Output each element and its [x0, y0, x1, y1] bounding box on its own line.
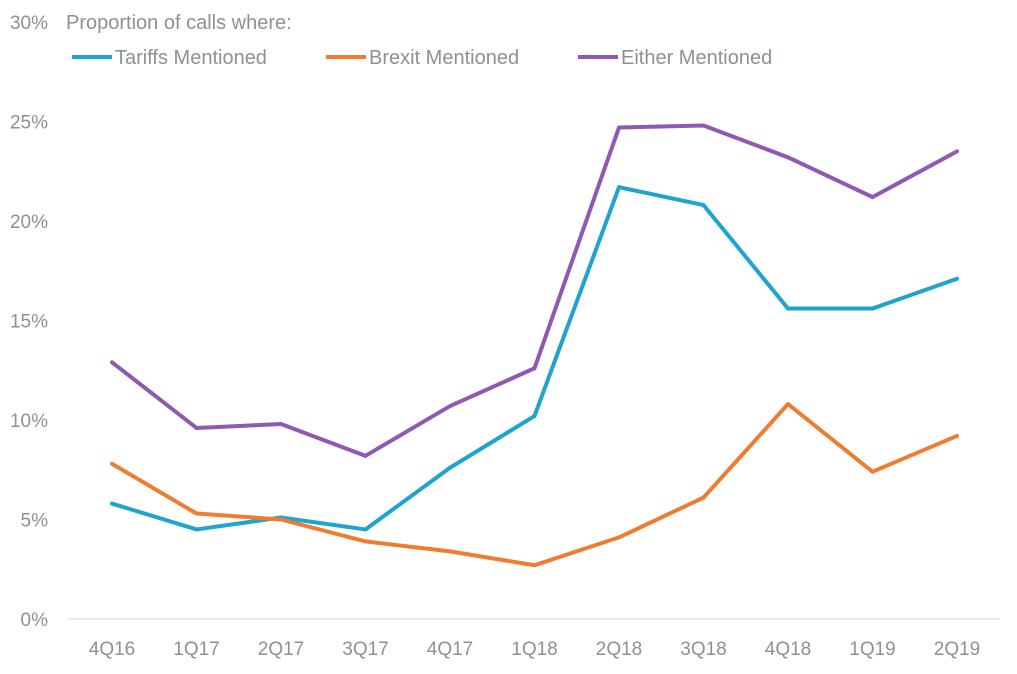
data-point — [110, 360, 114, 365]
series-lines — [110, 123, 959, 568]
x-axis: 4Q16 1Q17 2Q17 3Q17 4Q17 1Q18 2Q18 3Q18 4Q18 1Q19… — [89, 639, 980, 660]
x-tick-label: 4Q18 — [765, 639, 811, 660]
data-point — [279, 517, 283, 522]
x-tick-label: 3Q18 — [680, 639, 726, 660]
data-point — [617, 185, 621, 190]
data-point — [701, 203, 706, 208]
data-point — [617, 535, 621, 540]
y-axis: 0% 5% 10% 15% 20% 25% 30% — [10, 13, 48, 631]
data-point — [870, 195, 875, 200]
x-tick-label: 3Q17 — [342, 639, 388, 660]
legend-label: Either Mentioned — [621, 47, 772, 69]
data-point — [786, 155, 790, 160]
data-point — [532, 414, 537, 419]
series-line-either-mentioned — [110, 123, 958, 458]
series-line-brexit-mentioned — [110, 402, 958, 568]
data-point — [955, 433, 959, 438]
data-point — [532, 366, 537, 371]
data-point — [194, 527, 199, 532]
data-point — [786, 306, 790, 311]
data-point — [363, 453, 368, 458]
y-tick-label: 15% — [10, 312, 48, 333]
y-tick-label: 10% — [10, 411, 48, 432]
data-point — [870, 306, 875, 311]
x-tick-label: 2Q17 — [258, 639, 304, 660]
legend-label: Tariffs Mentioned — [115, 47, 267, 69]
x-tick-label: 4Q17 — [427, 639, 473, 660]
y-tick-label: 25% — [10, 113, 48, 134]
data-point — [955, 276, 959, 281]
y-tick-label: 0% — [21, 610, 49, 631]
data-point — [701, 123, 706, 128]
data-point — [870, 469, 875, 474]
y-tick-label: 5% — [21, 511, 49, 532]
legend-title: Proportion of calls where: — [66, 12, 292, 34]
x-tick-label: 2Q18 — [596, 639, 642, 660]
data-point — [363, 539, 368, 544]
data-point — [448, 404, 452, 409]
data-point — [955, 149, 959, 154]
x-tick-label: 1Q19 — [849, 639, 895, 660]
legend-label: Brexit Mentioned — [369, 47, 519, 69]
data-point — [110, 501, 114, 506]
data-point — [279, 421, 283, 426]
data-point — [532, 563, 537, 568]
x-tick-label: 1Q18 — [511, 639, 557, 660]
data-point — [617, 125, 621, 130]
data-point — [701, 495, 706, 500]
data-point — [786, 402, 790, 407]
y-tick-label: 30% — [10, 13, 48, 34]
x-tick-label: 4Q16 — [89, 639, 135, 660]
data-point — [448, 549, 452, 554]
data-point — [448, 465, 452, 470]
y-tick-label: 20% — [10, 212, 48, 233]
data-point — [363, 527, 368, 532]
series-line-tariffs-mentioned — [111, 185, 958, 532]
data-point — [110, 461, 114, 466]
legend: Tariffs Mentioned Brexit Mentioned Either … — [72, 47, 772, 69]
x-tick-label: 1Q17 — [173, 639, 219, 660]
x-tick-label: 2Q19 — [934, 639, 980, 660]
data-point — [194, 425, 199, 430]
data-point — [194, 511, 199, 516]
